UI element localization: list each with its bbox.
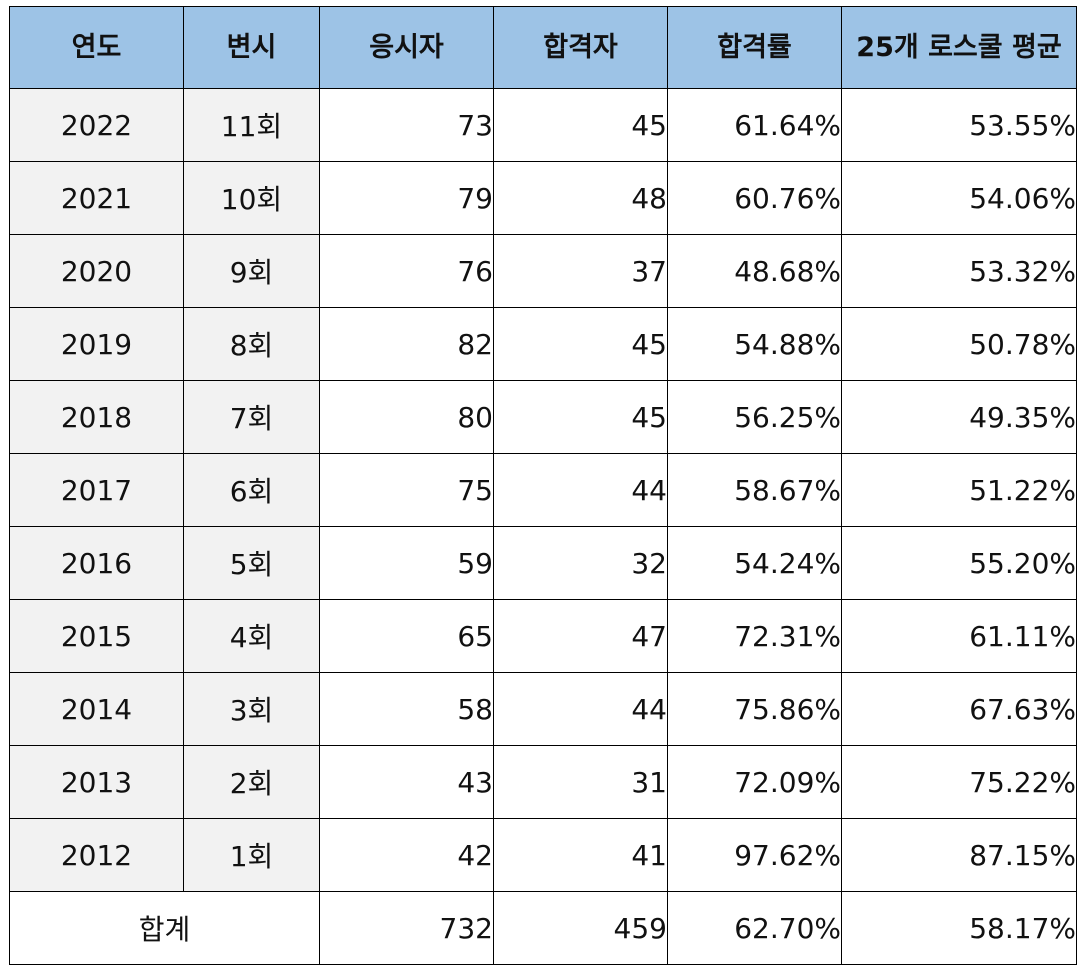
cell-law-school-average: 55.20% — [841, 526, 1077, 600]
cell-year: 2016 — [9, 526, 184, 600]
table-row: 2019 8회 82 45 54.88% 50.78% — [9, 307, 1077, 381]
cell-pass-rate: 72.09% — [667, 745, 842, 819]
cell-applicants: 80 — [319, 380, 494, 454]
column-header-passers: 합격자 — [493, 6, 668, 89]
cell-passers: 31 — [493, 745, 668, 819]
cell-applicants: 73 — [319, 88, 494, 162]
cell-passers: 45 — [493, 307, 668, 381]
cell-applicants: 43 — [319, 745, 494, 819]
cell-year: 2018 — [9, 380, 184, 454]
table-row: 2018 7회 80 45 56.25% 49.35% — [9, 380, 1077, 454]
cell-year: 2012 — [9, 818, 184, 892]
table-row: 2016 5회 59 32 54.24% 55.20% — [9, 526, 1077, 600]
cell-passers: 32 — [493, 526, 668, 600]
cell-law-school-average: 51.22% — [841, 453, 1077, 527]
table-row: 2015 4회 65 47 72.31% 61.11% — [9, 599, 1077, 673]
cell-exam-round: 1회 — [183, 818, 320, 892]
header-row: 연도 변시 응시자 합격자 합격률 25개 로스쿨 평균 — [9, 6, 1077, 89]
cell-applicants: 75 — [319, 453, 494, 527]
table-row: 2021 10회 79 48 60.76% 54.06% — [9, 161, 1077, 235]
cell-pass-rate: 61.64% — [667, 88, 842, 162]
total-row: 합계 732 459 62.70% 58.17% — [9, 891, 1077, 965]
column-header-law-school-average: 25개 로스쿨 평균 — [841, 6, 1077, 89]
total-pass-rate: 62.70% — [667, 891, 842, 965]
cell-applicants: 82 — [319, 307, 494, 381]
cell-exam-round: 6회 — [183, 453, 320, 527]
cell-passers: 47 — [493, 599, 668, 673]
cell-exam-round: 11회 — [183, 88, 320, 162]
table-row: 2020 9회 76 37 48.68% 53.32% — [9, 234, 1077, 308]
cell-passers: 48 — [493, 161, 668, 235]
cell-passers: 44 — [493, 672, 668, 746]
table-row: 2022 11회 73 45 61.64% 53.55% — [9, 88, 1077, 162]
cell-pass-rate: 75.86% — [667, 672, 842, 746]
cell-applicants: 65 — [319, 599, 494, 673]
cell-applicants: 42 — [319, 818, 494, 892]
table-row: 2017 6회 75 44 58.67% 51.22% — [9, 453, 1077, 527]
cell-exam-round: 8회 — [183, 307, 320, 381]
cell-year: 2021 — [9, 161, 184, 235]
cell-law-school-average: 54.06% — [841, 161, 1077, 235]
cell-law-school-average: 67.63% — [841, 672, 1077, 746]
cell-law-school-average: 87.15% — [841, 818, 1077, 892]
cell-exam-round: 4회 — [183, 599, 320, 673]
cell-law-school-average: 75.22% — [841, 745, 1077, 819]
column-header-pass-rate: 합격률 — [667, 6, 842, 89]
cell-applicants: 58 — [319, 672, 494, 746]
column-header-applicants: 응시자 — [319, 6, 494, 89]
cell-passers: 45 — [493, 88, 668, 162]
table-row: 2013 2회 43 31 72.09% 75.22% — [9, 745, 1077, 819]
total-label: 합계 — [9, 891, 320, 965]
cell-law-school-average: 53.55% — [841, 88, 1077, 162]
cell-law-school-average: 50.78% — [841, 307, 1077, 381]
cell-pass-rate: 48.68% — [667, 234, 842, 308]
cell-exam-round: 10회 — [183, 161, 320, 235]
cell-applicants: 79 — [319, 161, 494, 235]
cell-exam-round: 5회 — [183, 526, 320, 600]
column-header-year: 연도 — [9, 6, 184, 89]
cell-passers: 44 — [493, 453, 668, 527]
cell-exam-round: 2회 — [183, 745, 320, 819]
cell-law-school-average: 61.11% — [841, 599, 1077, 673]
cell-pass-rate: 97.62% — [667, 818, 842, 892]
cell-exam-round: 3회 — [183, 672, 320, 746]
bar-exam-results-table: 연도 변시 응시자 합격자 합격률 25개 로스쿨 평균 2022 11회 73 45… — [9, 6, 1077, 965]
cell-year: 2022 — [9, 88, 184, 162]
cell-year: 2013 — [9, 745, 184, 819]
cell-applicants: 59 — [319, 526, 494, 600]
cell-law-school-average: 49.35% — [841, 380, 1077, 454]
cell-exam-round: 7회 — [183, 380, 320, 454]
table-row: 2012 1회 42 41 97.62% 87.15% — [9, 818, 1077, 892]
cell-year: 2019 — [9, 307, 184, 381]
total-passers: 459 — [493, 891, 668, 965]
column-header-exam-round: 변시 — [183, 6, 320, 89]
cell-passers: 41 — [493, 818, 668, 892]
cell-law-school-average: 53.32% — [841, 234, 1077, 308]
table-header: 연도 변시 응시자 합격자 합격률 25개 로스쿨 평균 — [9, 6, 1077, 89]
cell-passers: 45 — [493, 380, 668, 454]
cell-year: 2014 — [9, 672, 184, 746]
cell-passers: 37 — [493, 234, 668, 308]
cell-applicants: 76 — [319, 234, 494, 308]
cell-exam-round: 9회 — [183, 234, 320, 308]
cell-year: 2020 — [9, 234, 184, 308]
total-applicants: 732 — [319, 891, 494, 965]
total-law-school-average: 58.17% — [841, 891, 1077, 965]
cell-pass-rate: 56.25% — [667, 380, 842, 454]
cell-year: 2015 — [9, 599, 184, 673]
cell-pass-rate: 58.67% — [667, 453, 842, 527]
cell-year: 2017 — [9, 453, 184, 527]
cell-pass-rate: 54.24% — [667, 526, 842, 600]
cell-pass-rate: 60.76% — [667, 161, 842, 235]
table-body: 2022 11회 73 45 61.64% 53.55% 2021 10회 79 48 60.76%… — [9, 88, 1077, 965]
cell-pass-rate: 54.88% — [667, 307, 842, 381]
cell-pass-rate: 72.31% — [667, 599, 842, 673]
table-row: 2014 3회 58 44 75.86% 67.63% — [9, 672, 1077, 746]
